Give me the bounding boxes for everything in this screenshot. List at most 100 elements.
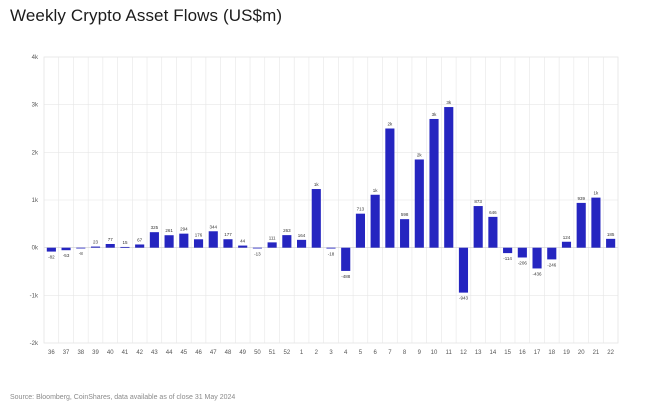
x-tick-label: 37	[63, 350, 70, 356]
x-tick-label: 7	[388, 350, 392, 356]
bar	[561, 241, 572, 248]
bar	[223, 239, 233, 248]
y-tick-label: 1k	[32, 198, 39, 204]
data-label: 23	[93, 240, 99, 245]
x-tick-label: 6	[373, 350, 377, 356]
x-tick-label: 44	[166, 350, 173, 356]
bar	[297, 239, 307, 248]
gridlines	[43, 56, 619, 344]
bar	[238, 245, 248, 248]
bar	[576, 202, 586, 248]
plot-border	[43, 56, 619, 344]
x-tick-label: 5	[359, 350, 363, 356]
bar	[473, 206, 483, 248]
y-axis-ticks: -2k -1k 0k 1k 2k 3k 4k	[30, 55, 39, 347]
bar	[61, 247, 71, 251]
bar	[341, 247, 351, 271]
data-label: 77	[108, 237, 114, 242]
data-label: 713	[357, 207, 365, 212]
data-label: 344	[209, 224, 217, 229]
bar	[90, 246, 101, 248]
bar	[252, 247, 262, 249]
data-label: -246	[547, 262, 557, 267]
bar	[105, 243, 115, 248]
bar	[385, 128, 395, 248]
x-tick-label: 45	[180, 350, 187, 356]
data-label: 177	[224, 232, 232, 237]
bar	[76, 247, 86, 249]
data-label: 598	[401, 212, 409, 217]
data-label: -436	[533, 271, 543, 276]
x-tick-label: 2	[315, 350, 319, 356]
source-note: Source: Bloomberg, CoinShares, data avai…	[10, 394, 236, 401]
data-label: 646	[489, 210, 497, 215]
bar	[370, 194, 380, 248]
data-label: -8	[79, 251, 83, 256]
data-label: 15	[122, 240, 128, 245]
x-tick-label: 21	[593, 350, 600, 356]
x-tick-label: 51	[269, 350, 276, 356]
x-tick-label: 19	[563, 350, 570, 356]
x-tick-label: 40	[107, 350, 114, 356]
data-label: -13	[254, 251, 261, 256]
data-label: 3k	[446, 100, 452, 105]
bar	[503, 247, 513, 254]
y-tick-label: 4k	[32, 55, 39, 61]
x-tick-label: 20	[578, 350, 585, 356]
bar	[532, 247, 542, 269]
bar	[458, 247, 469, 293]
x-tick-label: 41	[122, 350, 129, 356]
x-tick-label: 1	[300, 350, 304, 356]
bar	[179, 233, 189, 248]
y-tick-label: -1k	[30, 293, 39, 299]
data-label: -206	[518, 260, 528, 265]
data-label: -53	[63, 253, 70, 258]
data-label: 44	[240, 239, 246, 244]
data-label: 1k	[314, 182, 320, 187]
x-tick-label: 48	[225, 350, 232, 356]
x-tick-label: 22	[607, 350, 614, 356]
data-label: 294	[180, 227, 188, 232]
bar	[606, 238, 616, 248]
x-tick-label: 47	[210, 350, 217, 356]
bar	[547, 247, 557, 260]
y-tick-label: 0k	[32, 246, 39, 252]
x-tick-label: 52	[284, 350, 291, 356]
data-label: 67	[137, 237, 143, 242]
x-tick-label: 15	[504, 350, 511, 356]
x-tick-label: 46	[195, 350, 202, 356]
bar	[46, 247, 56, 252]
data-label: -488	[341, 274, 351, 279]
data-label: 873	[474, 199, 482, 204]
x-tick-label: 10	[431, 350, 438, 356]
bar	[355, 213, 365, 248]
bar	[517, 247, 527, 258]
x-axis-ticks: 36 37 38 39 40 41 42 43 44 45 46 47 48 49 50 51 52 1 2 3 4 5 6…	[48, 350, 615, 356]
data-label: 325	[151, 225, 159, 230]
x-tick-label: 13	[475, 350, 482, 356]
x-tick-label: 8	[403, 350, 407, 356]
data-label: 111	[269, 235, 276, 240]
x-tick-label: 12	[460, 350, 467, 356]
y-tick-label: 3k	[32, 103, 39, 109]
bar	[444, 107, 454, 248]
data-label: 263	[283, 228, 291, 233]
data-label: -943	[459, 296, 469, 301]
y-tick-label: -2k	[30, 341, 39, 347]
data-label: 939	[577, 196, 585, 201]
bar	[135, 244, 145, 248]
data-label: 185	[607, 232, 615, 237]
data-label: 164	[298, 233, 306, 238]
data-label: -82	[48, 255, 55, 260]
data-label: 1k	[594, 191, 600, 196]
x-tick-label: 42	[136, 350, 143, 356]
bar	[164, 235, 174, 248]
data-label: 3k	[432, 112, 438, 117]
x-tick-label: 14	[490, 350, 497, 356]
x-tick-label: 17	[534, 350, 541, 356]
bar	[311, 189, 321, 248]
x-tick-label: 36	[48, 350, 55, 356]
data-label: 124	[563, 235, 571, 240]
bar	[400, 219, 410, 248]
bars	[46, 107, 616, 293]
